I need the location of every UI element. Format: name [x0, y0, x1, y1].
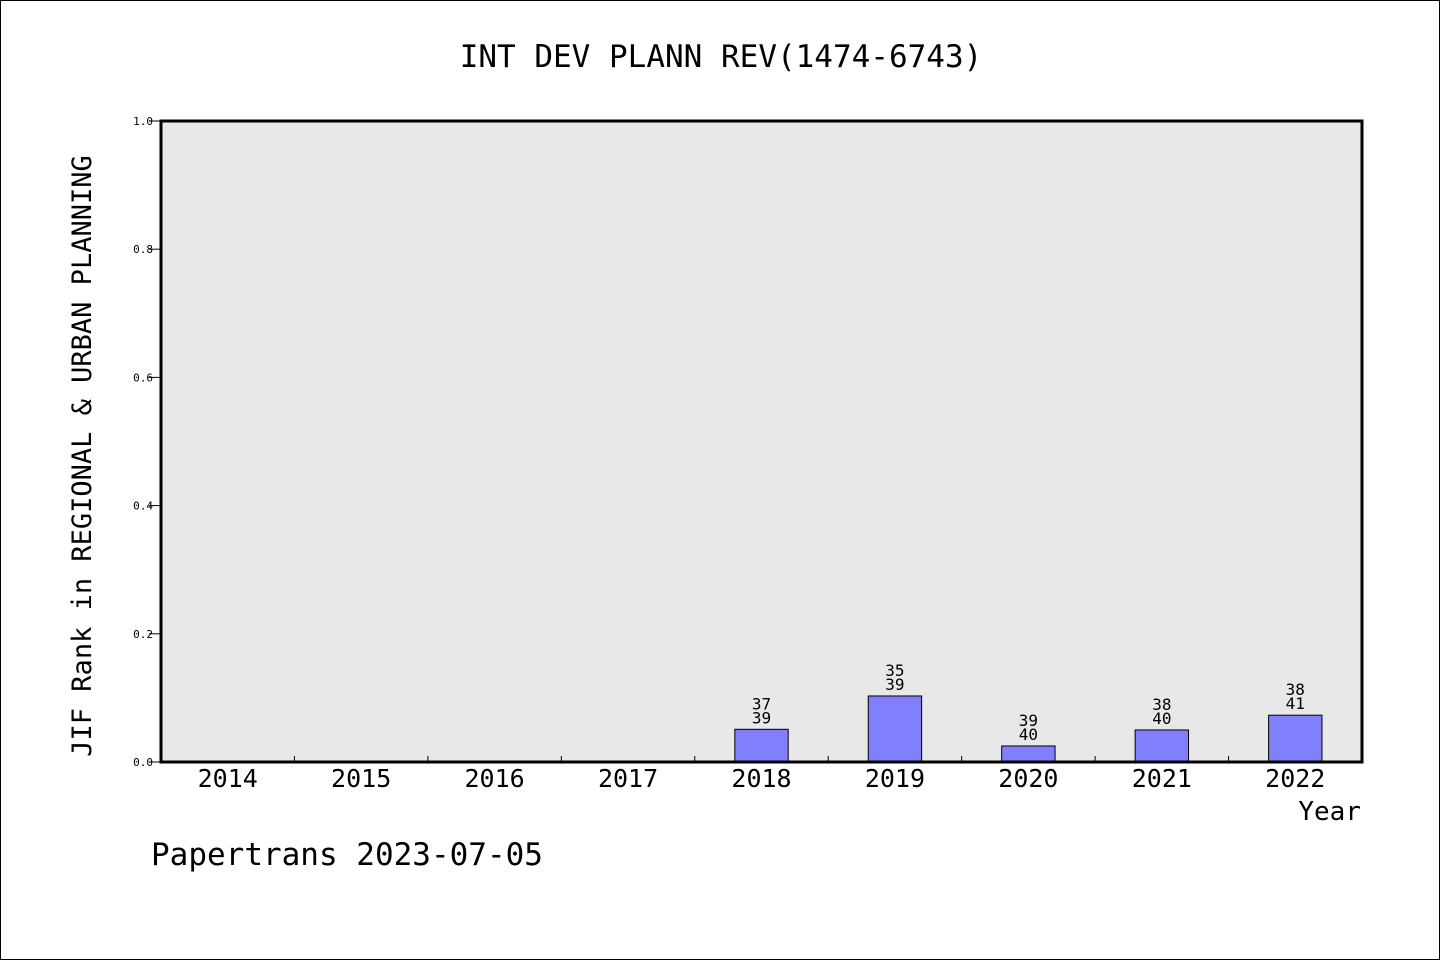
y-tick-label: 0.0 — [133, 756, 153, 769]
x-tick-label: 2020 — [998, 764, 1058, 793]
x-tick-label: 2014 — [198, 764, 258, 793]
y-tick-label: 1.0 — [133, 115, 153, 128]
bar-2020 — [1001, 745, 1056, 763]
bar-total-label: 40 — [1152, 709, 1171, 728]
footer-credit: Papertrans 2023-07-05 — [151, 837, 543, 873]
plot-area — [161, 121, 1362, 762]
bar-total-label: 41 — [1286, 694, 1305, 713]
x-tick-label: 2022 — [1265, 764, 1325, 793]
bar-rank-label: 37 — [752, 694, 771, 713]
x-tick-label: 2018 — [731, 764, 791, 793]
x-tick-label: 2017 — [598, 764, 658, 793]
x-tick-label: 2019 — [865, 764, 925, 793]
bar-2019 — [867, 695, 923, 763]
x-tick-label: 2016 — [465, 764, 525, 793]
bar-total-label: 40 — [1019, 725, 1038, 744]
bar-rank-label: 38 — [1286, 680, 1305, 699]
bar-2021 — [1134, 729, 1190, 763]
bar-rank-label: 39 — [1019, 711, 1038, 730]
y-axis-label: JIF Rank in REGIONAL & URBAN PLANNING — [67, 155, 98, 756]
bar-rank-label: 35 — [885, 661, 904, 680]
bar-2018 — [734, 728, 789, 763]
bars-group — [734, 695, 1323, 763]
x-ticks-group: 2014 2015 2016 2017 2018 2019 2020 2021 2022 — [198, 756, 1325, 793]
bar-total-label: 39 — [752, 708, 771, 727]
y-tick-label: 0.6 — [133, 371, 153, 384]
bar-rank-label: 38 — [1152, 695, 1171, 714]
x-tick-label: 2015 — [331, 764, 391, 793]
y-tick-label: 0.4 — [133, 500, 153, 513]
y-tick-label: 0.8 — [133, 243, 153, 256]
bar-2022 — [1268, 714, 1323, 763]
y-tick-label: 0.2 — [133, 628, 153, 641]
x-axis-label: Year — [1298, 797, 1361, 827]
x-tick-label: 2021 — [1132, 764, 1192, 793]
chart-title: INT DEV PLANN REV(1474-6743) — [460, 39, 983, 75]
plot-border — [159, 119, 1364, 764]
y-ticks-group: 0.0 0.2 0.4 0.6 0.8 1.0 — [133, 115, 161, 769]
bar-total-label: 39 — [885, 675, 904, 694]
